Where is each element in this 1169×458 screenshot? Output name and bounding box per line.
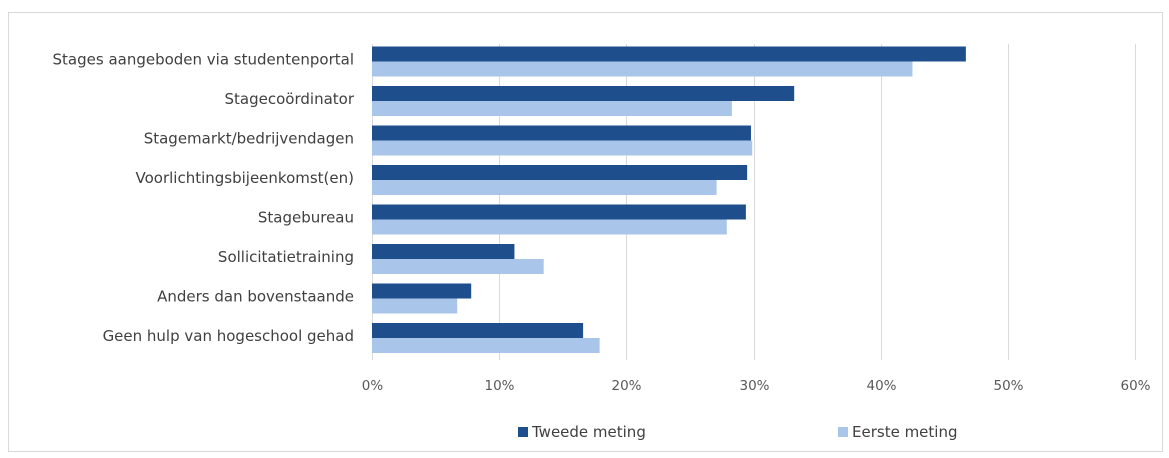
- bar-eerste-5: [372, 259, 544, 274]
- x-tick-label: 20%: [611, 378, 641, 394]
- bar-tweede-6: [372, 283, 472, 299]
- x-tick-label: 60%: [1120, 378, 1150, 394]
- bar-eerste-6: [372, 298, 458, 314]
- x-tick-label: 30%: [739, 378, 769, 394]
- x-tick-label: 0%: [362, 378, 384, 394]
- bar-tweede-1: [372, 86, 795, 101]
- x-tick-label: 40%: [866, 378, 896, 394]
- category-label: Geen hulp van hogeschool gehad: [103, 327, 354, 345]
- x-tick-label: 10%: [484, 378, 514, 394]
- legend: Tweede meting Eerste meting: [518, 423, 957, 441]
- legend-swatch-1: [838, 427, 848, 437]
- bar-eerste-3: [372, 180, 717, 195]
- category-label: Stages aangeboden via studentenportal: [53, 50, 354, 68]
- bar-tweede-0: [372, 46, 966, 62]
- legend-swatch-0: [518, 427, 528, 437]
- x-axis-tick-labels: 0% 10% 20% 30% 40% 50% 60%: [362, 378, 1151, 394]
- bar-eerste-2: [372, 140, 753, 156]
- category-label: Stagemarkt/bedrijvendagen: [144, 129, 354, 147]
- category-label: Anders dan bovenstaande: [157, 287, 354, 305]
- bar-tweede-3: [372, 165, 748, 180]
- x-tick-label: 50%: [993, 378, 1023, 394]
- bar-eerste-0: [372, 61, 913, 77]
- bar-eerste-7: [372, 338, 600, 353]
- category-label: Voorlichtingsbijeenkomst(en): [136, 169, 355, 187]
- bar-eerste-1: [372, 101, 732, 116]
- legend-label-0: Tweede meting: [531, 423, 646, 441]
- bar-tweede-5: [372, 244, 515, 259]
- category-label: Stagecoördinator: [225, 90, 355, 108]
- category-label: Sollicitatietraining: [218, 248, 354, 266]
- bar-tweede-4: [372, 204, 746, 220]
- category-label: Stagebureau: [258, 208, 354, 226]
- legend-label-1: Eerste meting: [852, 423, 957, 441]
- bar-eerste-4: [372, 219, 727, 235]
- bar-tweede-7: [372, 323, 584, 338]
- bars: [372, 46, 966, 353]
- bar-tweede-2: [372, 125, 751, 141]
- category-labels: Stages aangeboden via studentenportal Sta…: [53, 50, 355, 345]
